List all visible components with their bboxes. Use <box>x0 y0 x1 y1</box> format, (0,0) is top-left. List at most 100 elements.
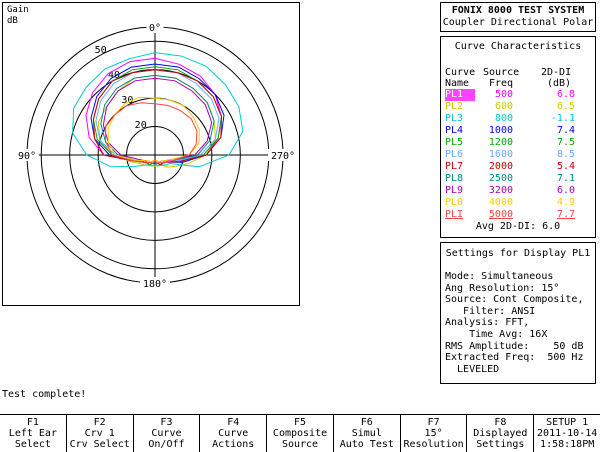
curve-freq: 2500 <box>488 173 513 184</box>
series-pl4 <box>90 63 225 166</box>
fkey-l2: Crv Select <box>69 439 130 450</box>
col-db-label: (dB) <box>547 78 572 89</box>
curve-val: 7.4 <box>556 125 575 136</box>
fkey-fn: SETUP 1 <box>546 417 589 428</box>
curve-table-rows: PL1 500 6.8 PL2 600 6.5 PL3 800 -1.1 PL4 1000 7.4 PL… <box>441 89 595 221</box>
fkey-fn: F8 <box>494 417 507 428</box>
ring-label: 20 <box>135 120 147 131</box>
curve-val: 8.5 <box>556 149 575 160</box>
angle-label-bg <box>268 149 298 161</box>
curve-name: PLI <box>445 209 464 220</box>
angle-label-bottom: 180° <box>143 279 167 290</box>
settings-line: Mode: Simultaneous <box>445 271 554 282</box>
fkey-l1: 2011-10-14 <box>537 428 598 439</box>
fkey-fn: F1 <box>26 417 39 428</box>
curve-name: PL4 <box>445 125 464 136</box>
curve-freq: 600 <box>494 101 513 112</box>
fkey-fn: F2 <box>93 417 106 428</box>
fkey-fn: F3 <box>160 417 173 428</box>
settings-line: Ang Resolution: 15° <box>445 282 560 294</box>
settings-line: Time Avg: 16X <box>445 328 548 340</box>
fkey-l1: 15° <box>424 428 443 439</box>
status-message: Test complete! <box>2 389 87 400</box>
ring-label: 30 <box>121 95 133 106</box>
fkey-1[interactable]: F1 Left Ear Select <box>0 415 67 452</box>
y-axis-label-line2: dB <box>7 16 18 26</box>
angle-label-right: 270° <box>271 151 295 162</box>
curve-row-pl4[interactable]: PL4 1000 7.4 <box>441 125 595 137</box>
curve-characteristics-header: Curve Characteristics <box>454 41 582 52</box>
curve-row-pl2[interactable]: PL2 600 6.5 <box>441 101 595 113</box>
fkey-l2: On/Off <box>148 439 185 450</box>
fkey-l2: Actions <box>212 439 255 450</box>
fkey-l2: Resolution <box>403 439 464 450</box>
settings-line: Analysis: FFT, <box>445 317 530 329</box>
curve-row-pl6[interactable]: PL6 1600 8.5 <box>441 149 595 161</box>
fkey-l1: Simul <box>351 428 382 439</box>
curve-name: PL8 <box>445 173 464 184</box>
curve-val: 7.7 <box>556 209 575 220</box>
curve-row-pl5[interactable]: PL5 1200 7.5 <box>441 137 595 149</box>
fkey-4[interactable]: F4 Curve Actions <box>200 415 268 452</box>
average-2d-di: Avg 2D-DI: 6.0 <box>475 221 561 232</box>
fkey-fn: F5 <box>293 417 307 428</box>
ring-label: 40 <box>108 70 120 81</box>
col-curve-label: Curve <box>445 67 476 78</box>
fkey-2[interactable]: F2 Crv 1 Crv Select <box>67 415 134 452</box>
curve-name: PL7 <box>445 161 464 172</box>
settings-panel: Settings for Display PL1 Mode: Simultane… <box>440 242 596 384</box>
fkey-l1: Composite <box>272 428 328 439</box>
fkey-8[interactable]: F8 Displayed Settings <box>467 415 535 452</box>
fkey-fn: F7 <box>427 417 440 428</box>
settings-lines: Mode: Simultaneous Ang Resolution: 15° Sou… <box>445 271 593 375</box>
series-pli <box>104 102 198 164</box>
fkey-l2: 1:58:18PM <box>540 439 595 450</box>
test-title: Coupler Directional Polar <box>442 17 594 28</box>
curve-name: PL2 <box>445 101 464 112</box>
curve-name: PL1 <box>445 89 475 101</box>
curve-name: PL5 <box>445 137 464 148</box>
curve-row-pl8[interactable]: PL8 2500 7.1 <box>441 173 595 185</box>
col-source-freq-header: Source Freq <box>483 67 519 89</box>
curve-row-pl9[interactable]: PL9 3200 6.0 <box>441 185 595 197</box>
col-freq-label: Freq <box>489 78 514 89</box>
fkey-5[interactable]: F5 Composite Source <box>267 415 334 452</box>
col-name-label: Name <box>445 78 470 89</box>
y-axis-label: Gain dB <box>7 5 29 27</box>
curve-row-pl0[interactable]: PL0 4000 4.9 <box>441 197 595 209</box>
settings-header: Settings for Display PL1 <box>445 248 591 259</box>
fkey-3[interactable]: F3 Curve On/Off <box>134 415 201 452</box>
settings-line: Source: Cont Composite, <box>445 294 584 306</box>
curve-row-pli[interactable]: PLI 5000 7.7 <box>441 209 595 221</box>
fkey-6[interactable]: F6 Simul Auto Test <box>334 415 401 452</box>
col-2ddi-label: 2D-DI <box>541 67 572 78</box>
angle-label-top: 0° <box>149 23 161 34</box>
function-key-bar: F1 Left Ear Select F2 Crv 1 Crv Select F3 Curve… <box>0 414 600 452</box>
col-curve-name-header: Curve Name <box>445 67 475 89</box>
fkey-l2: Auto Test <box>339 439 394 450</box>
fkey-l1: Left Ear <box>8 428 57 439</box>
curve-name: PL0 <box>445 197 464 208</box>
polar-plot: 20 30 40 50 0° 180° 90° 270° Gain dB <box>2 2 300 306</box>
curve-val: 6.0 <box>556 185 575 196</box>
curve-characteristics-panel: Curve Characteristics Curve Name Source … <box>440 36 596 238</box>
curve-val: 4.9 <box>556 197 575 208</box>
fkey-9[interactable]: SETUP 1 2011-10-14 1:58:18PM <box>534 415 600 452</box>
col-source-label: Source <box>483 67 520 78</box>
series-pl8 <box>100 74 215 165</box>
system-title: FONIX 8000 TEST SYSTEM <box>451 5 585 16</box>
fkey-7[interactable]: F7 15° Resolution <box>401 415 468 452</box>
settings-line: Extracted Freq: 500 Hz <box>445 352 584 364</box>
curve-val: 5.4 <box>556 161 575 172</box>
title-box: FONIX 8000 TEST SYSTEM Coupler Direction… <box>440 2 596 32</box>
curve-row-pl3[interactable]: PL3 800 -1.1 <box>441 113 595 125</box>
curve-val: 6.5 <box>556 101 575 112</box>
fkey-l2: Settings <box>476 439 525 450</box>
curve-freq: 3200 <box>488 185 513 196</box>
curve-row-pl7[interactable]: PL7 2000 5.4 <box>441 161 595 173</box>
curve-freq: 1200 <box>488 137 513 148</box>
curve-row-pl1[interactable]: PL1 500 6.8 <box>441 89 595 101</box>
curve-name: PL3 <box>445 113 464 124</box>
fkey-fn: F4 <box>227 417 240 428</box>
fkey-l1: Curve <box>218 428 249 439</box>
